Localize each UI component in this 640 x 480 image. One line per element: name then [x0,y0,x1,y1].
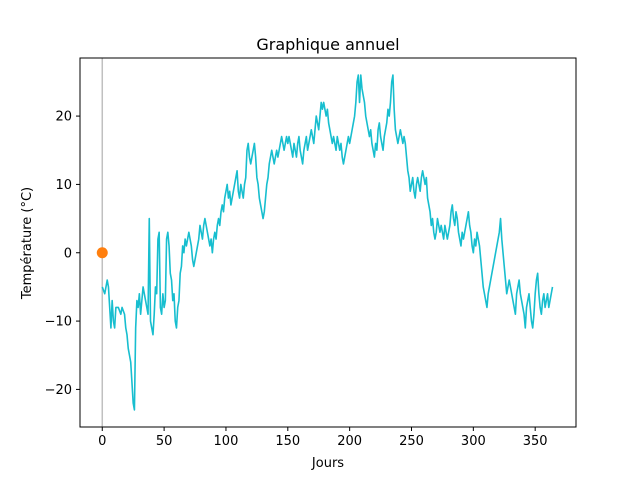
marker-point [96,247,108,259]
x-tick-label: 0 [98,434,106,449]
y-tick-label: −20 [45,383,72,398]
x-axis-label: Jours [311,456,344,471]
x-tick-label: 200 [337,434,362,449]
x-tick-label: 50 [156,434,173,449]
axes-frame [79,57,577,428]
series-line-0 [101,74,554,411]
y-axis-label: Température (°C) [20,187,35,300]
y-tick-label: 10 [55,178,72,193]
x-tick-label: 350 [523,434,548,449]
plot-area: 0 50 100 150 200 250 300 350 −20 −10 0 10 20 [45,57,577,449]
y-tick-label: 20 [55,110,72,125]
x-tick-label: 300 [461,434,486,449]
x-tick-label: 100 [214,434,239,449]
y-tick-label: −10 [45,315,72,330]
x-tick-label: 250 [399,434,424,449]
chart-title: Graphique annuel [256,35,399,54]
x-tick-label: 150 [275,434,300,449]
y-tick-label: 0 [64,246,72,261]
